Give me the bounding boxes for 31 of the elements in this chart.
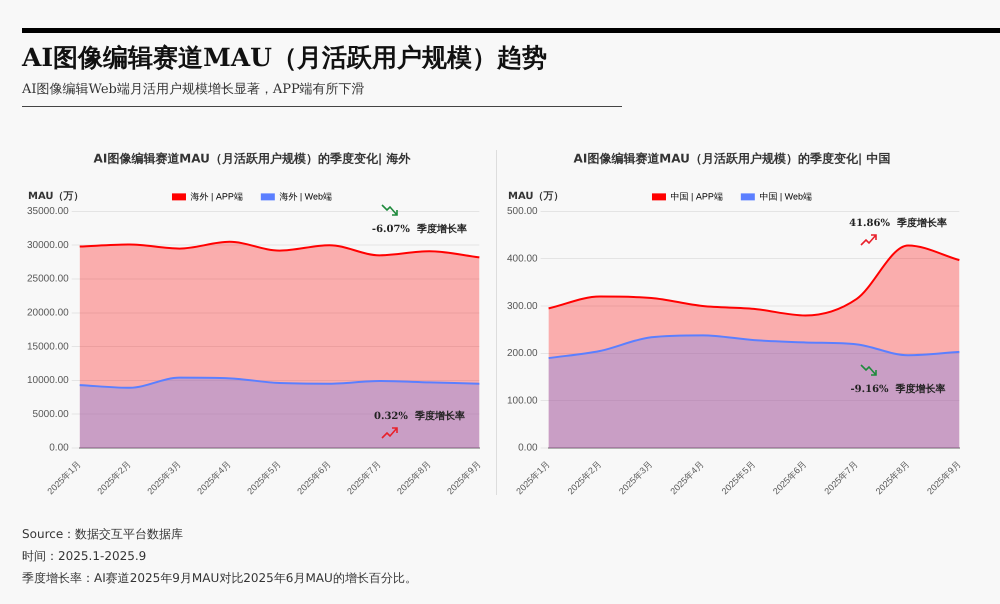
- legend-label: 海外 | Web端: [279, 191, 332, 202]
- y-tick-label: 35000.00: [26, 206, 70, 218]
- y-tick-label: 200.00: [506, 348, 538, 360]
- text: AI图像编辑赛道MAU（月活跃用户规模）趋势: [22, 42, 548, 74]
- y-axis-title: MAU（万）: [28, 190, 84, 202]
- chart-title: AI图像编辑赛道MAU（月活跃用户规模）的季度变化| 海外: [94, 151, 412, 166]
- y-tick-label: 25000.00: [26, 274, 70, 285]
- y-axis-title: MAU（万）: [508, 190, 564, 202]
- y-tick-label: 5000.00: [32, 408, 70, 420]
- legend-label: 中国 | Web端: [759, 191, 812, 202]
- y-tick-label: 15000.00: [26, 341, 70, 352]
- annotation: -6.07% 季度增长率: [372, 222, 467, 235]
- legend-label: 海外 | APP端: [190, 191, 243, 202]
- annotation: 41.86% 季度增长率: [849, 217, 947, 230]
- text: AI图像编辑Web端月活用户规模增长显著，APP端有所下滑: [22, 80, 622, 107]
- legend-label: 中国 | APP端: [670, 191, 723, 202]
- y-tick-label: 100.00: [506, 395, 538, 406]
- y-tick-label: 10000.00: [26, 375, 70, 386]
- y-tick-label: 0.00: [518, 442, 538, 454]
- y-tick-label: 0.00: [49, 442, 70, 454]
- annotation: 0.32% 季度增长率: [374, 410, 465, 422]
- y-tick-label: 400.00: [506, 253, 538, 264]
- chart-title: AI图像编辑赛道MAU（月活跃用户规模）的季度变化| 中国: [574, 151, 890, 166]
- text: 时间：2025.1-2025.9: [22, 548, 148, 565]
- annotation: -9.16% 季度增长率: [850, 382, 946, 395]
- y-tick-label: 20000.00: [26, 308, 70, 319]
- source-note: Source：数据交互平台数据库: [22, 526, 184, 543]
- text: 季度增长率：AI赛道2025年9月MAU对比2025年6月MAU的增长百分比。: [22, 570, 417, 587]
- y-tick-label: 300.00: [506, 300, 538, 312]
- y-tick-label: 30000.00: [26, 240, 70, 251]
- y-tick-label: 500.00: [506, 206, 538, 218]
